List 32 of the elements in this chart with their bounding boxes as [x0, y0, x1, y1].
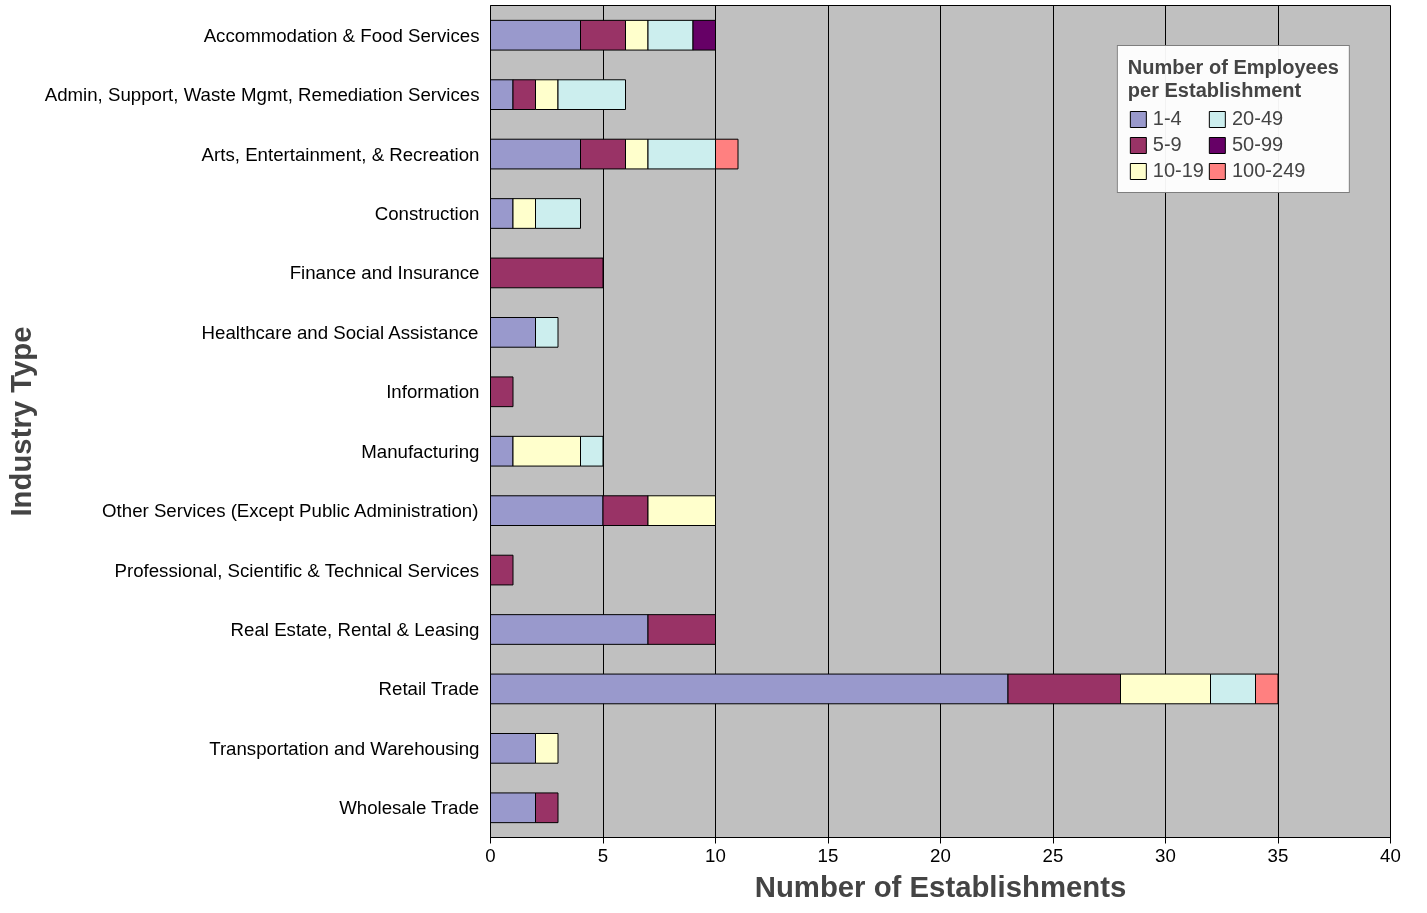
- y-tick-label: Manufacturing: [361, 440, 480, 462]
- y-tick-label: Admin, Support, Waste Mgmt, Remediation Services: [44, 84, 480, 106]
- y-tick-label: Other Services (Except Public Administration): [102, 500, 479, 522]
- x-tick-label: 35: [1267, 844, 1289, 866]
- legend-label: 5-9: [1152, 133, 1182, 156]
- legend-label: 1-4: [1152, 107, 1182, 130]
- y-tick-label: Arts, Entertainment, & Recreation: [201, 143, 480, 165]
- y-axis-title: Industry Type: [3, 326, 37, 517]
- y-tick-label: Accommodation & Food Services: [203, 24, 480, 46]
- x-tick-label: 25: [1042, 844, 1064, 866]
- y-tick-label: Retail Trade: [378, 678, 480, 700]
- y-tick-label: Professional, Scientific & Technical Services: [114, 559, 480, 581]
- x-tick-label: 5: [597, 844, 609, 866]
- legend-label: 10-19: [1152, 159, 1204, 182]
- y-tick-label: Transportation and Warehousing: [209, 737, 480, 759]
- legend-label: 100-249: [1231, 159, 1306, 182]
- y-tick-label: Construction: [374, 203, 480, 224]
- x-tick-label: 0: [485, 844, 496, 866]
- legend-title: Number of Employees per Establishment: [1127, 56, 1339, 102]
- x-tick-label: 30: [1155, 844, 1176, 866]
- y-tick-label: Wholesale Trade: [339, 797, 480, 819]
- legend-label: 50-99: [1231, 133, 1284, 156]
- y-tick-label: Finance and Insurance: [289, 262, 480, 284]
- x-tick-label: 40: [1380, 844, 1401, 866]
- y-tick-label: Real Estate, Rental & Leasing: [230, 619, 480, 640]
- y-tick-label: Healthcare and Social Assistance: [201, 321, 479, 343]
- x-tick-label: 15: [817, 844, 839, 866]
- x-axis-title: Number of Establishments: [754, 869, 1127, 903]
- x-tick-label: 20: [930, 844, 951, 866]
- legend-label: 20-49: [1231, 107, 1284, 130]
- y-tick-label: Information: [386, 381, 480, 403]
- x-tick-label: 10: [705, 844, 726, 866]
